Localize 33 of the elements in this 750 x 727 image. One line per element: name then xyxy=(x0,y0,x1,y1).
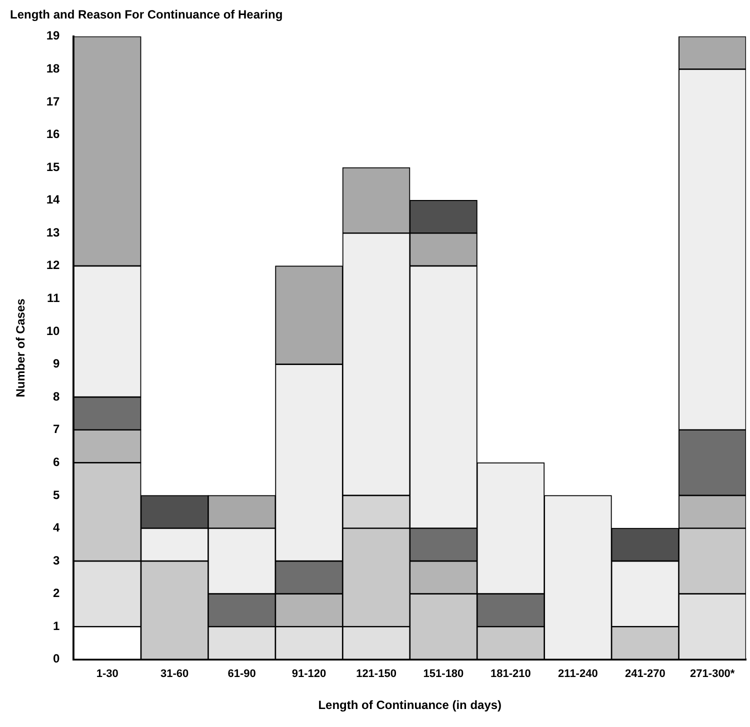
y-tick-label: 16 xyxy=(46,127,60,142)
y-tick-label: 15 xyxy=(46,160,60,174)
x-tick-label: 271-300* xyxy=(690,668,736,680)
y-tick-label: 0 xyxy=(53,652,60,666)
y-tick-label: 18 xyxy=(46,62,60,76)
x-tick-label: 31-60 xyxy=(160,668,189,680)
y-tick-label: 2 xyxy=(53,586,60,600)
x-tick-label: 91-120 xyxy=(292,668,326,680)
y-axis-title: Number of Cases xyxy=(14,298,28,398)
x-tick-label: 181-210 xyxy=(490,668,531,680)
x-tick-label: 241-270 xyxy=(624,668,666,680)
x-tick-label: 121-150 xyxy=(356,668,396,680)
y-tick-label: 5 xyxy=(53,488,60,502)
y-tick-label: 19 xyxy=(46,28,60,43)
x-axis-title: Length of Continuance (in days) xyxy=(318,698,502,712)
y-tick-label: 12 xyxy=(46,258,60,272)
x-tick-label: 211-240 xyxy=(558,668,598,680)
y-tick-label: 10 xyxy=(46,324,60,338)
chart-title: Length and Reason For Continuance of Hearing xyxy=(10,8,283,22)
y-tick-label: 6 xyxy=(53,454,60,469)
x-tick-label: 151-180 xyxy=(423,668,464,680)
y-tick-label: 11 xyxy=(47,291,60,306)
y-tick-label: 17 xyxy=(46,94,60,108)
y-tick-label: 3 xyxy=(53,553,60,568)
y-tick-label: 1 xyxy=(53,618,60,633)
y-tick-label: 7 xyxy=(53,422,60,436)
y-tick-label: 4 xyxy=(53,520,60,535)
y-tick-label: 8 xyxy=(53,389,60,404)
x-tick-label: 61-90 xyxy=(228,668,256,680)
y-tick-label: 14 xyxy=(46,192,60,207)
y-tick-label: 13 xyxy=(46,225,60,240)
y-tick-label: 9 xyxy=(53,356,60,371)
x-tick-label: 1-30 xyxy=(96,668,118,680)
